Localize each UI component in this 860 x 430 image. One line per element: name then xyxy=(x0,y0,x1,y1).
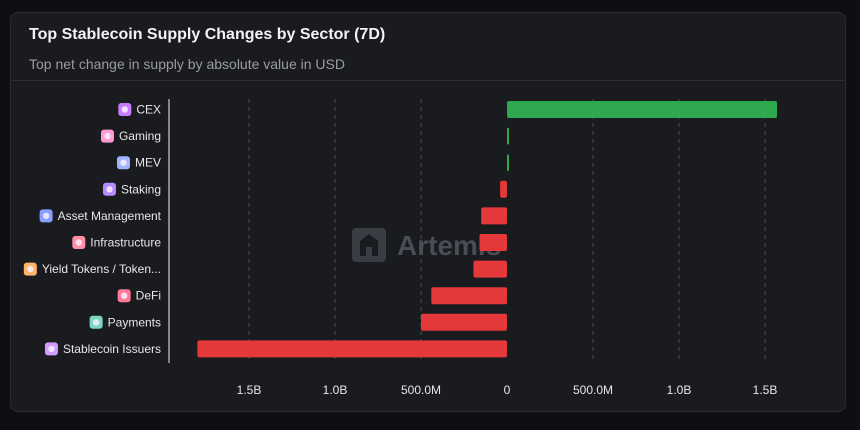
bar-chart: Artemis CEX Gaming MEV Staking Asset Managem… xyxy=(23,99,778,397)
bar[interactable] xyxy=(421,313,507,331)
artemis-logo-mark xyxy=(360,234,378,256)
category-label: Gaming xyxy=(119,129,161,143)
cex-icon xyxy=(118,103,132,116)
infrastructure-icon xyxy=(72,236,86,249)
category-labels: CEX Gaming MEV Staking Asset Management Infra… xyxy=(23,103,162,356)
chart-card: Top Stablecoin Supply Changes by Sector … xyxy=(10,12,846,412)
bar[interactable] xyxy=(473,260,507,278)
grid-layer xyxy=(168,99,766,363)
category-label: MEV xyxy=(135,156,161,170)
bar[interactable] xyxy=(500,180,507,198)
category-label: Asset Management xyxy=(58,209,162,223)
defi-icon xyxy=(117,289,131,303)
bar[interactable] xyxy=(481,207,507,225)
x-tick-labels: 1.5B 1.0B 500.0M 0 500.0M 1.0B 1.5B xyxy=(237,383,778,397)
bar[interactable] xyxy=(507,101,778,118)
card-header: Top Stablecoin Supply Changes by Sector … xyxy=(11,13,845,81)
yield-tokens-icon xyxy=(23,262,37,276)
gaming-icon xyxy=(100,129,114,143)
category-label: Infrastructure xyxy=(90,236,161,250)
x-tick-label: 500.0M xyxy=(401,383,441,397)
bar[interactable] xyxy=(431,287,507,305)
chart-subtitle: Top net change in supply by absolute val… xyxy=(29,56,345,72)
x-tick-label: 1.5B xyxy=(753,383,778,397)
x-tick-label: 1.0B xyxy=(667,383,692,397)
watermark: Artemis xyxy=(352,228,501,262)
payments-icon xyxy=(89,315,103,329)
category-label: Yield Tokens / Token... xyxy=(42,262,161,276)
bar[interactable] xyxy=(197,340,507,358)
asset-management-icon xyxy=(39,209,53,223)
category-label: Payments xyxy=(108,315,161,329)
category-label: Stablecoin Issuers xyxy=(63,342,161,356)
stablecoin-issuers-icon xyxy=(44,342,58,356)
bar[interactable] xyxy=(479,234,507,251)
bars-layer xyxy=(197,101,778,358)
category-label: DeFi xyxy=(136,289,161,303)
x-tick-label: 500.0M xyxy=(573,383,613,397)
staking-icon xyxy=(102,182,116,196)
mev-icon xyxy=(116,156,130,170)
bar[interactable] xyxy=(507,154,509,172)
x-tick-label: 0 xyxy=(504,383,511,397)
x-tick-label: 1.0B xyxy=(323,383,348,397)
bar[interactable] xyxy=(507,127,509,145)
chart-title: Top Stablecoin Supply Changes by Sector … xyxy=(29,26,386,43)
chart-area: Artemis CEX Gaming MEV Staking Asset Managem… xyxy=(11,81,845,411)
category-label: Staking xyxy=(121,182,161,196)
x-tick-label: 1.5B xyxy=(237,383,262,397)
category-label: CEX xyxy=(136,103,161,117)
